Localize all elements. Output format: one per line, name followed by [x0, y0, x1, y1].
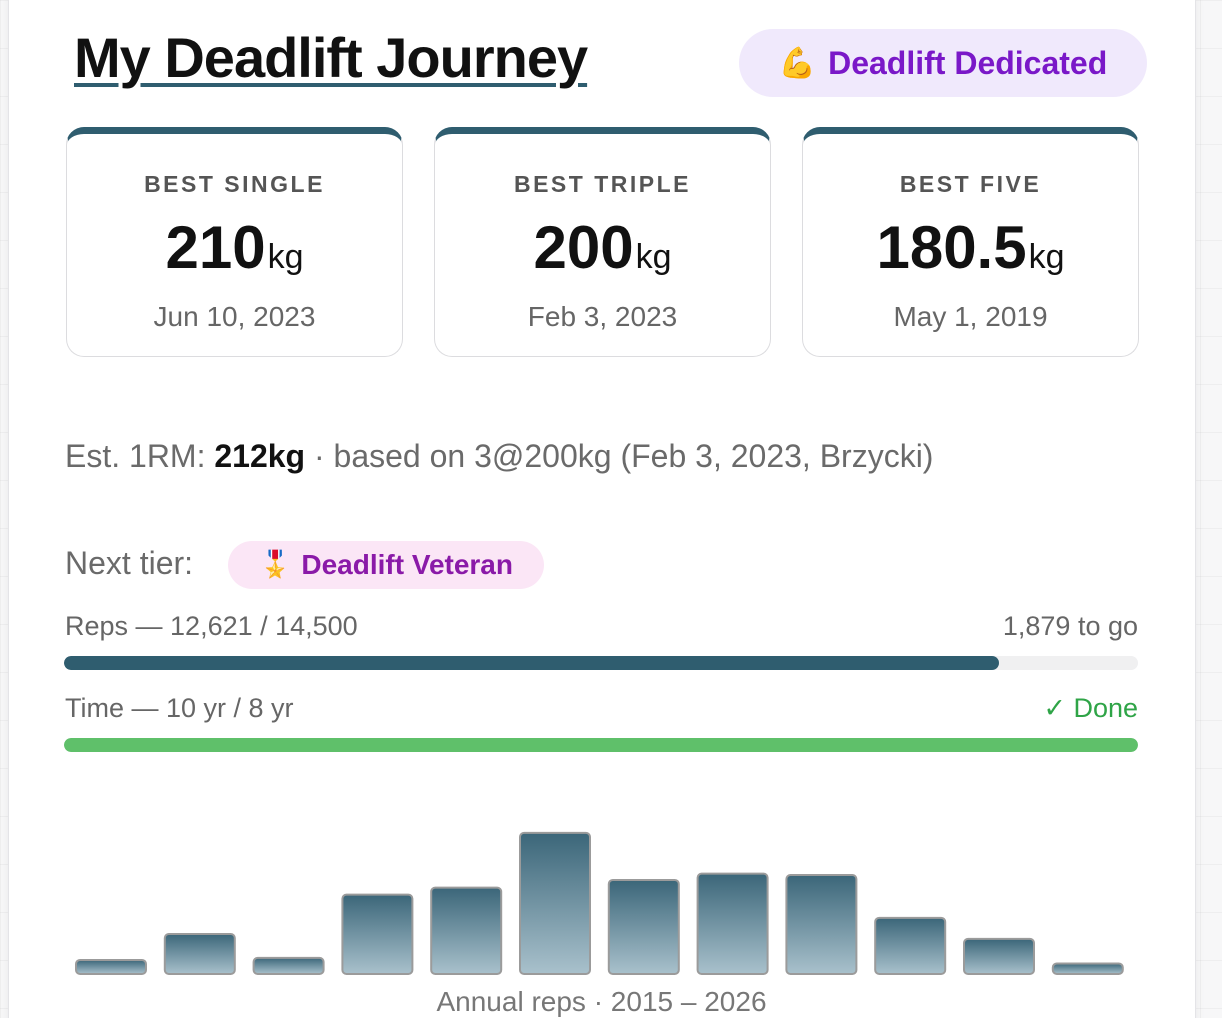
bar-2018 — [341, 893, 414, 975]
journey-card: My Deadlift Journey 💪 Deadlift Dedicated… — [8, 0, 1196, 1018]
stat-label: BEST TRIPLE — [513, 171, 691, 197]
bar-2022 — [696, 872, 769, 975]
estimate-value: 212kg — [214, 438, 306, 474]
reps-progress-bar — [64, 656, 1138, 670]
stat-unit: kg — [267, 238, 304, 276]
bar-2021 — [607, 878, 680, 975]
bar-2016 — [163, 932, 236, 976]
stat-unit: kg — [635, 238, 672, 276]
stat-date: Jun 10, 2023 — [153, 301, 316, 332]
stat-date: Feb 3, 2023 — [527, 301, 678, 332]
stat-label: BEST SINGLE — [144, 171, 325, 197]
stat-number: 180.5 — [876, 214, 1027, 281]
estimate-prefix: Est. 1RM: — [65, 438, 215, 474]
estimate-basis: · based on 3@200kg (Feb 3, 2023, Brzycki… — [305, 438, 934, 474]
stat-label: BEST FIVE — [899, 171, 1042, 197]
stat-card-best-single: BEST SINGLE 210kg Jun 10, 2023 — [66, 127, 403, 357]
stat-card-best-five: BEST FIVE 180.5kg May 1, 2019 — [802, 127, 1139, 357]
stat-unit: kg — [1028, 238, 1065, 276]
stat-card-best-triple: BEST TRIPLE 200kg Feb 3, 2023 — [434, 127, 771, 357]
time-progress-label: Time — 10 yr / 8 yr — [65, 693, 294, 723]
next-tier-badge: 🎖️ Deadlift Veteran — [228, 541, 544, 589]
time-progress-fill — [64, 738, 1138, 752]
stat-number: 200 — [533, 214, 634, 281]
bar-2020 — [519, 831, 591, 975]
estimated-1rm: Est. 1RM: 212kg · based on 3@200kg (Feb … — [65, 438, 933, 475]
military-medal-icon: 🎖️ — [258, 550, 292, 580]
tier-badge: 💪 Deadlift Dedicated — [739, 29, 1147, 97]
stat-number: 210 — [165, 214, 266, 281]
bar-2023 — [785, 874, 858, 975]
stat-date: May 1, 2019 — [893, 301, 1048, 332]
annual-reps-chart — [75, 831, 1124, 976]
bar-2025 — [963, 937, 1035, 975]
time-done-status: ✓ Done — [1043, 693, 1138, 723]
page-title[interactable]: My Deadlift Journey — [74, 26, 588, 89]
bar-2015 — [75, 958, 147, 975]
stat-value: 200kg — [435, 216, 770, 289]
bar-2019 — [430, 886, 503, 975]
stat-value: 180.5kg — [803, 216, 1138, 289]
reps-progress-fill — [64, 656, 999, 670]
next-tier-name: Deadlift Veteran — [301, 549, 513, 580]
bar-2017 — [252, 956, 325, 976]
tier-badge-label: Deadlift Dedicated — [828, 44, 1108, 81]
bar-2026 — [1051, 962, 1124, 976]
bar-2024 — [874, 916, 947, 975]
reps-remaining: 1,879 to go — [1002, 611, 1138, 641]
stat-value: 210kg — [67, 216, 402, 289]
flexed-biceps-icon: 💪 — [778, 45, 817, 81]
time-progress-bar — [64, 738, 1138, 752]
next-tier-label: Next tier: — [65, 545, 194, 581]
chart-caption: Annual reps · 2015 – 2026 — [436, 986, 767, 1017]
reps-progress-label: Reps — 12,621 / 14,500 — [65, 611, 358, 641]
